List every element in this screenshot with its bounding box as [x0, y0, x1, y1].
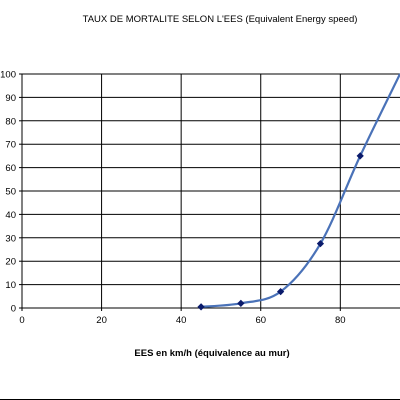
x-tick-label: 0 [19, 315, 24, 326]
x-tick-label: 80 [335, 315, 346, 326]
series [200, 73, 400, 308]
y-tick-label: 40 [5, 210, 16, 221]
x-axis-title: EES en km/h (équivalence au mur) [134, 348, 289, 359]
data-point [277, 287, 285, 296]
data-point [197, 303, 205, 311]
data-point [356, 152, 364, 160]
x-tick-label: 20 [96, 315, 107, 326]
y-tick-label: 0 [11, 304, 16, 315]
y-tick-label: 10 [5, 280, 16, 291]
y-tick-label: 30 [5, 233, 16, 244]
grid [22, 73, 400, 308]
axes [19, 73, 400, 311]
chart-title: TAUX DE MORTALITE SELON L'EES (Equivalen… [83, 14, 358, 25]
series-line [200, 73, 400, 308]
y-tick-label: 70 [5, 140, 16, 151]
data-point [237, 299, 245, 307]
data-points [197, 152, 364, 311]
y-tick-label: 100 [0, 70, 16, 81]
data-point [316, 240, 325, 248]
tick-labels: 0 10 20 30 40 50 60 70 80 90 100 0 20 40 60 80 [0, 70, 345, 327]
x-tick-label: 60 [255, 315, 266, 326]
y-tick-label: 80 [5, 116, 16, 127]
y-tick-label: 60 [5, 163, 16, 174]
y-tick-label: 50 [5, 187, 16, 198]
x-tick-label: 40 [176, 315, 187, 326]
y-tick-label: 20 [5, 257, 16, 268]
y-tick-label: 90 [5, 93, 16, 104]
